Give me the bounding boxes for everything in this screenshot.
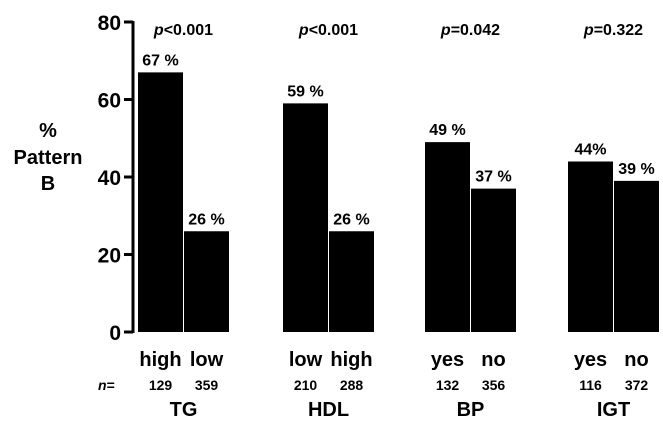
- y-tick-label: 80: [98, 12, 121, 35]
- y-axis-title-line: %: [39, 120, 57, 142]
- data-label: 39 %: [618, 161, 654, 178]
- data-label: 26 %: [188, 211, 224, 228]
- n-count-label: 132: [436, 377, 460, 393]
- group-label: TG: [170, 399, 198, 421]
- bar-hdl-low: [283, 103, 328, 332]
- n-count-label: 359: [195, 377, 219, 393]
- x-category-label: yes: [574, 349, 607, 371]
- p-value-letter: p: [583, 22, 594, 39]
- data-label: 67 %: [142, 52, 178, 69]
- bar-tg-low: [184, 231, 229, 332]
- x-category-label: low: [289, 349, 323, 371]
- y-tick-label: 40: [98, 167, 121, 190]
- data-label: 44%: [574, 142, 606, 159]
- bar-igt-no: [614, 180, 659, 332]
- data-label: 26 %: [333, 211, 369, 228]
- p-value-number: <0.001: [164, 22, 213, 39]
- x-category-label: no: [624, 349, 648, 371]
- bar-tg-high: [138, 72, 183, 332]
- p-value-number: <0.001: [309, 22, 358, 39]
- n-count-label: 372: [625, 377, 649, 393]
- group-label: IGT: [597, 399, 630, 421]
- n-count-label: 288: [340, 377, 364, 393]
- y-tick-label: 20: [98, 245, 121, 268]
- x-category-label: high: [139, 349, 181, 371]
- p-value-letter: p: [153, 22, 164, 39]
- y-tick-label: 0: [109, 322, 121, 345]
- bar-hdl-high: [329, 231, 374, 332]
- n-count-label: 210: [294, 377, 318, 393]
- p-value-letter: p: [440, 22, 451, 39]
- x-category-label: low: [190, 349, 224, 371]
- n-count-label: 356: [482, 377, 506, 393]
- p-value-number: =0.042: [451, 22, 500, 39]
- group-label: HDL: [308, 399, 349, 421]
- y-tick-label: 60: [98, 90, 121, 113]
- p-value-label: p<0.001: [298, 22, 358, 39]
- n-count-label: 129: [149, 377, 173, 393]
- group-label: BP: [457, 399, 485, 421]
- p-value-label: p<0.001: [153, 22, 213, 39]
- data-label: 59 %: [287, 83, 323, 100]
- bar-igt-yes: [568, 161, 613, 332]
- p-value-letter: p: [298, 22, 309, 39]
- p-value-label: p=0.042: [440, 22, 500, 39]
- data-label: 37 %: [475, 169, 511, 186]
- y-axis-title-line: B: [41, 173, 55, 195]
- n-count-label: 116: [579, 377, 602, 393]
- y-axis-title-line: Pattern: [14, 147, 83, 169]
- data-label: 49 %: [429, 122, 465, 139]
- x-category-label: high: [330, 349, 372, 371]
- bar-bp-yes: [425, 142, 470, 332]
- n-prefix-label: n=: [98, 377, 115, 393]
- p-value-number: =0.322: [594, 22, 643, 39]
- n-prefix-letter: n: [98, 377, 107, 393]
- x-category-label: yes: [431, 349, 464, 371]
- x-category-label: no: [481, 349, 505, 371]
- bar-bp-no: [471, 188, 516, 332]
- p-value-label: p=0.322: [583, 22, 643, 39]
- n-prefix-equals: =: [107, 377, 115, 393]
